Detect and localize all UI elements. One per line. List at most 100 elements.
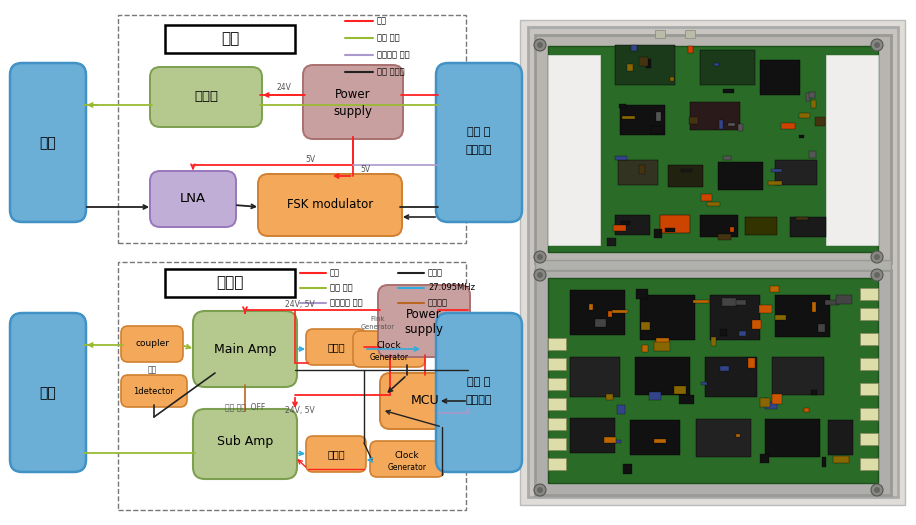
- Text: 송신부: 송신부: [216, 276, 244, 290]
- Bar: [809, 92, 815, 98]
- Circle shape: [537, 254, 543, 260]
- Bar: [617, 405, 625, 414]
- Bar: [685, 30, 695, 38]
- Bar: [621, 221, 630, 225]
- Bar: [589, 304, 593, 310]
- Bar: [619, 104, 626, 108]
- Bar: [548, 55, 600, 245]
- Bar: [548, 458, 566, 470]
- Bar: [860, 383, 878, 395]
- Bar: [615, 156, 627, 160]
- Text: Generator: Generator: [369, 352, 409, 362]
- Bar: [606, 394, 613, 400]
- Bar: [548, 338, 566, 350]
- Bar: [654, 439, 666, 443]
- Text: MCU: MCU: [410, 394, 440, 407]
- Text: 태그: 태그: [39, 136, 57, 150]
- Bar: [711, 337, 716, 346]
- Bar: [707, 202, 720, 206]
- Text: 차상장치: 차상장치: [465, 145, 492, 155]
- Bar: [796, 217, 808, 220]
- Bar: [613, 225, 626, 231]
- Bar: [775, 315, 786, 320]
- Bar: [760, 398, 770, 407]
- Bar: [570, 357, 620, 397]
- Bar: [548, 278, 878, 483]
- Bar: [705, 357, 757, 397]
- Text: 자상장치 통신: 자상장치 통신: [377, 50, 409, 59]
- Bar: [548, 398, 566, 410]
- Text: 24V, 5V: 24V, 5V: [285, 300, 315, 310]
- Bar: [548, 438, 566, 450]
- Bar: [655, 30, 665, 38]
- Text: 신호 전달: 신호 전달: [330, 284, 353, 292]
- Text: 열차 및: 열차 및: [467, 127, 491, 137]
- Bar: [770, 286, 779, 292]
- Circle shape: [874, 487, 880, 493]
- Bar: [745, 217, 777, 235]
- Bar: [607, 238, 616, 246]
- Bar: [548, 418, 566, 430]
- Bar: [674, 386, 686, 394]
- Bar: [806, 93, 810, 101]
- Circle shape: [874, 42, 880, 48]
- Bar: [728, 123, 735, 126]
- Bar: [790, 217, 826, 237]
- Text: Power: Power: [335, 89, 371, 101]
- Bar: [654, 229, 662, 238]
- Bar: [679, 395, 694, 404]
- Text: Flnk: Flnk: [371, 316, 386, 322]
- Bar: [710, 295, 760, 340]
- Bar: [799, 113, 810, 118]
- Text: 24V: 24V: [277, 82, 291, 91]
- FancyBboxPatch shape: [306, 436, 366, 472]
- Circle shape: [871, 251, 883, 263]
- Bar: [718, 162, 763, 190]
- Bar: [618, 160, 658, 185]
- Bar: [860, 308, 878, 320]
- Bar: [811, 100, 816, 108]
- FancyBboxPatch shape: [436, 63, 522, 222]
- Bar: [627, 64, 633, 71]
- Bar: [615, 215, 650, 235]
- Bar: [720, 366, 729, 371]
- Text: Main Amp: Main Amp: [213, 342, 277, 355]
- Bar: [656, 338, 669, 348]
- Circle shape: [871, 39, 883, 51]
- Bar: [693, 300, 709, 303]
- Bar: [701, 382, 707, 385]
- Bar: [535, 260, 891, 270]
- Bar: [775, 295, 830, 337]
- Text: 기본 동작  OFF: 기본 동작 OFF: [224, 403, 265, 412]
- Circle shape: [534, 251, 546, 263]
- Bar: [828, 420, 853, 455]
- Text: Generator: Generator: [387, 464, 427, 472]
- Bar: [641, 322, 650, 330]
- Bar: [772, 357, 824, 395]
- Bar: [165, 25, 295, 53]
- Bar: [612, 310, 628, 313]
- Bar: [165, 269, 295, 297]
- Bar: [681, 169, 692, 172]
- Bar: [765, 419, 820, 457]
- Circle shape: [874, 272, 880, 278]
- FancyBboxPatch shape: [10, 313, 86, 472]
- Bar: [640, 295, 695, 340]
- Bar: [635, 357, 690, 395]
- Bar: [765, 402, 777, 409]
- Text: 걸쳐기: 걸쳐기: [327, 342, 344, 352]
- Bar: [690, 102, 740, 130]
- Bar: [604, 437, 616, 443]
- Bar: [654, 342, 670, 351]
- Bar: [809, 151, 816, 158]
- Bar: [733, 300, 746, 305]
- Text: LNA: LNA: [180, 193, 206, 205]
- Circle shape: [537, 487, 543, 493]
- Bar: [815, 117, 825, 126]
- FancyBboxPatch shape: [10, 63, 86, 222]
- Text: 5V: 5V: [360, 164, 370, 173]
- Circle shape: [534, 269, 546, 281]
- Bar: [736, 434, 740, 437]
- Circle shape: [874, 254, 880, 260]
- FancyBboxPatch shape: [121, 375, 187, 407]
